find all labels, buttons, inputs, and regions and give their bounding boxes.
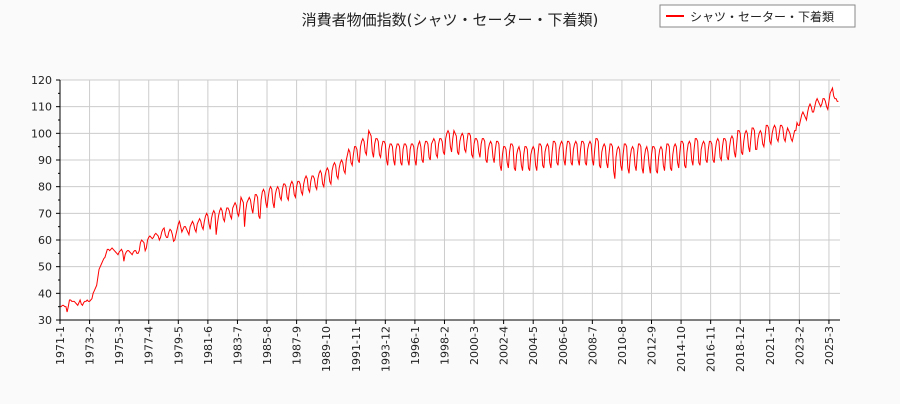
- y-tick-label: 110: [31, 101, 52, 114]
- y-tick-label: 80: [38, 181, 52, 194]
- x-tick-label: 2010-8: [616, 326, 629, 365]
- x-tick-label: 2016-11: [705, 326, 718, 372]
- chart-title: 消費者物価指数(シャツ・セーター・下着類): [302, 11, 599, 29]
- y-tick-label: 60: [38, 234, 52, 247]
- x-tick-label: 2008-7: [586, 326, 599, 365]
- x-tick-label: 2025-3: [823, 326, 836, 365]
- x-tick-label: 2014-10: [675, 326, 688, 372]
- x-tick-label: 1987-9: [291, 326, 304, 365]
- x-tick-label: 2018-12: [734, 326, 747, 372]
- y-tick-label: 50: [38, 261, 52, 274]
- x-tick-label: 2004-5: [527, 326, 540, 365]
- x-tick-label: 1975-3: [113, 326, 126, 365]
- x-tick-label: 1993-12: [379, 326, 392, 372]
- x-tick-label: 2021-1: [764, 326, 777, 365]
- y-tick-label: 100: [31, 127, 52, 140]
- legend-box: [659, 4, 856, 28]
- x-tick-label: 1979-5: [172, 326, 185, 365]
- x-tick-label: 1989-10: [320, 326, 333, 372]
- x-tick-label: 2006-6: [557, 326, 570, 365]
- x-tick-label: 1981-6: [202, 326, 215, 365]
- x-tick-label: 1991-11: [350, 326, 363, 372]
- x-axis: 1971-1 1973-2 1975-3 1977-4 1979-5 1981-6 1983…: [54, 320, 836, 372]
- x-tick-label: 2012-9: [646, 326, 659, 365]
- y-tick-label: 30: [38, 314, 52, 327]
- x-tick-label: 1985-8: [261, 326, 274, 365]
- y-tick-label: 70: [38, 207, 52, 220]
- x-tick-label: 1977-4: [143, 326, 156, 365]
- y-tick-label: 40: [38, 287, 52, 300]
- x-tick-label: 2023-2: [793, 326, 806, 365]
- x-tick-label: 1983-7: [231, 326, 244, 365]
- legend-label: シャツ・セーター・下着類: [690, 9, 834, 24]
- x-tick-label: 2002-4: [498, 326, 511, 365]
- x-tick-label: 1996-1: [409, 326, 422, 365]
- x-tick-label: 1971-1: [54, 326, 67, 365]
- x-tick-label: 1998-2: [438, 326, 451, 365]
- legend: シャツ・セーター・下着類: [659, 4, 856, 28]
- y-axis: 30 40 50 60 70 80 90 100 110 120: [31, 74, 60, 327]
- y-tick-label: 90: [38, 154, 52, 167]
- plot-area: [60, 80, 840, 320]
- series-line: [60, 86, 839, 313]
- x-tick-label: 2000-3: [468, 326, 481, 365]
- x-tick-label: 1973-2: [84, 326, 97, 365]
- y-tick-label: 120: [31, 74, 52, 87]
